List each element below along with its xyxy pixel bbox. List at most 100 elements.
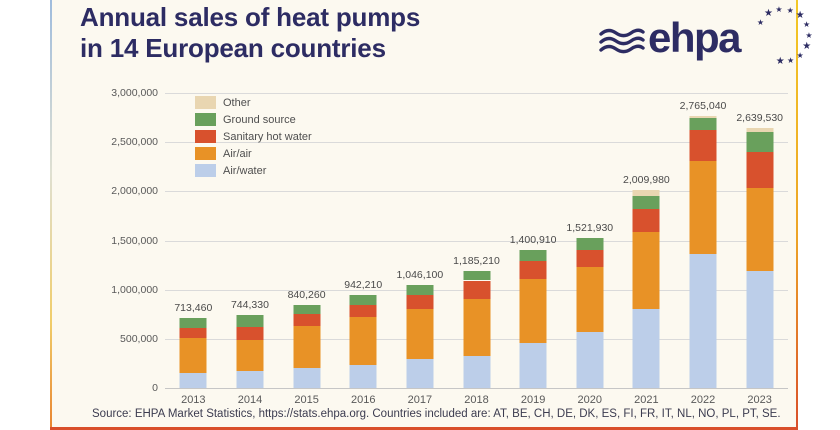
eu-star: ★ xyxy=(763,8,773,20)
bar-segment xyxy=(746,151,774,189)
bar-segment xyxy=(406,309,434,359)
x-axis-tick-label: 2020 xyxy=(577,394,603,406)
eu-star: ★ xyxy=(802,40,812,52)
bar-segment xyxy=(463,355,490,388)
bar-segment xyxy=(463,280,490,299)
legend-label: Air/air xyxy=(223,147,252,160)
gridline xyxy=(165,142,788,144)
y-axis-tick-label: 3,000,000 xyxy=(111,87,158,99)
bar-segment xyxy=(689,161,717,254)
bar-segment xyxy=(746,188,774,271)
bar-segment xyxy=(632,309,660,388)
bar-total-label: 2,639,530 xyxy=(736,112,784,125)
gridline xyxy=(165,93,788,94)
eu-star: ★ xyxy=(786,6,794,15)
bar-segment xyxy=(519,261,547,279)
x-axis-tick-label: 2014 xyxy=(237,394,263,406)
bar-segment xyxy=(349,364,377,388)
bar-segment xyxy=(349,305,377,317)
eu-star: ★ xyxy=(802,20,811,29)
bar-total-label: 1,046,100 xyxy=(396,269,444,282)
x-axis-tick-label: 2019 xyxy=(520,394,546,406)
bar-segment xyxy=(689,116,717,119)
x-axis-tick-label: 2023 xyxy=(747,394,772,406)
eu-star: ★ xyxy=(796,50,804,60)
bar-segment xyxy=(406,358,434,388)
bar-segment xyxy=(236,339,264,371)
bar-segment xyxy=(576,266,604,333)
bar-segment xyxy=(349,316,377,365)
y-axis-tick-label: 1,500,000 xyxy=(111,234,158,247)
x-axis-tick-label: 2017 xyxy=(407,394,433,406)
legend-label: Air/water xyxy=(223,164,267,177)
bar-total-label: 2,009,980 xyxy=(623,174,670,187)
bar-total-label: 1,400,910 xyxy=(509,234,557,247)
legend-item: Ground source xyxy=(195,111,312,128)
legend-item: Air/water xyxy=(195,162,312,179)
chart-area: 0 500,000 1,000,000 1,500,000 2,000,000 2,500… xyxy=(50,0,798,430)
bar-segment xyxy=(293,305,321,315)
gridline xyxy=(165,388,788,389)
bar-segment xyxy=(576,250,604,267)
bar-total-label: 942,210 xyxy=(344,279,383,292)
source-note: Source: EHPA Market Statistics, https://… xyxy=(92,408,781,420)
legend-swatch xyxy=(195,96,216,109)
bar-segment xyxy=(632,196,660,209)
bar-segment xyxy=(519,342,547,388)
bar-segment xyxy=(236,326,264,340)
bar-segment xyxy=(689,118,717,131)
legend-swatch xyxy=(195,147,216,160)
bar-total-label: 840,260 xyxy=(287,289,326,302)
bar-total-label: 1,185,210 xyxy=(453,255,500,268)
bar-segment xyxy=(632,190,660,197)
x-axis-tick-label: 2016 xyxy=(350,394,376,406)
card-bottom-border xyxy=(50,427,798,430)
legend-swatch xyxy=(195,130,216,143)
legend-swatch xyxy=(195,164,216,177)
ehpa-logo: ehpa ★ ★ ★ ★ ★ ★ ★ ★ ★ ★ ★ xyxy=(598,6,813,76)
legend-item: Sanitary hot water xyxy=(195,128,312,145)
bar-segment xyxy=(179,338,207,373)
x-axis-tick-label: 2018 xyxy=(464,394,489,406)
chart-legend: Other Ground source Sanitary hot water Air/… xyxy=(195,94,312,179)
bar-segment xyxy=(179,317,207,329)
legend-label: Ground source xyxy=(223,113,296,126)
y-axis-tick-label: 500,000 xyxy=(120,332,158,345)
legend-swatch xyxy=(195,113,216,126)
bar-segment xyxy=(293,367,321,388)
bar-segment xyxy=(406,295,434,310)
bar-segment xyxy=(519,250,547,262)
bar-segment xyxy=(576,238,604,251)
x-axis-tick-label: 2021 xyxy=(634,394,659,406)
bar-segment xyxy=(463,271,490,281)
bar-segment xyxy=(746,132,774,152)
bar-segment xyxy=(689,253,717,388)
bar-total-label: 1,521,930 xyxy=(566,222,614,235)
bar-segment xyxy=(746,128,774,133)
bar-segment xyxy=(293,325,321,368)
y-axis-tick-label: 2,000,000 xyxy=(111,185,158,198)
card-right-gradient-border xyxy=(796,0,798,430)
y-axis-tick-label: 1,000,000 xyxy=(111,283,158,296)
title-line-1: Annual sales of heat pumps xyxy=(80,2,421,32)
infographic-card: Annual sales of heat pumps in 14 Europea… xyxy=(50,0,813,430)
bar-segment xyxy=(293,314,321,326)
eu-star: ★ xyxy=(775,55,785,67)
bar-segment xyxy=(463,298,490,356)
x-axis-tick-label: 2013 xyxy=(181,394,206,406)
ehpa-logo-text: ehpa xyxy=(648,14,742,61)
legend-item: Air/air xyxy=(195,145,312,162)
x-axis-tick-label: 2022 xyxy=(690,394,716,406)
legend-label: Sanitary hot water xyxy=(223,130,312,143)
bar-segment xyxy=(349,295,377,306)
gridline xyxy=(165,240,788,242)
bar-segment xyxy=(576,332,604,388)
x-axis-tick-label: 2015 xyxy=(294,394,319,406)
eu-star: ★ xyxy=(756,18,765,27)
card-left-gradient-border xyxy=(50,0,52,430)
bar-total-label: 713,460 xyxy=(174,301,213,314)
title-line-2: in 14 European countries xyxy=(80,33,386,64)
y-axis-tick-label: 2,500,000 xyxy=(111,136,158,149)
legend-label: Other xyxy=(223,96,251,109)
bar-segment xyxy=(179,328,207,339)
